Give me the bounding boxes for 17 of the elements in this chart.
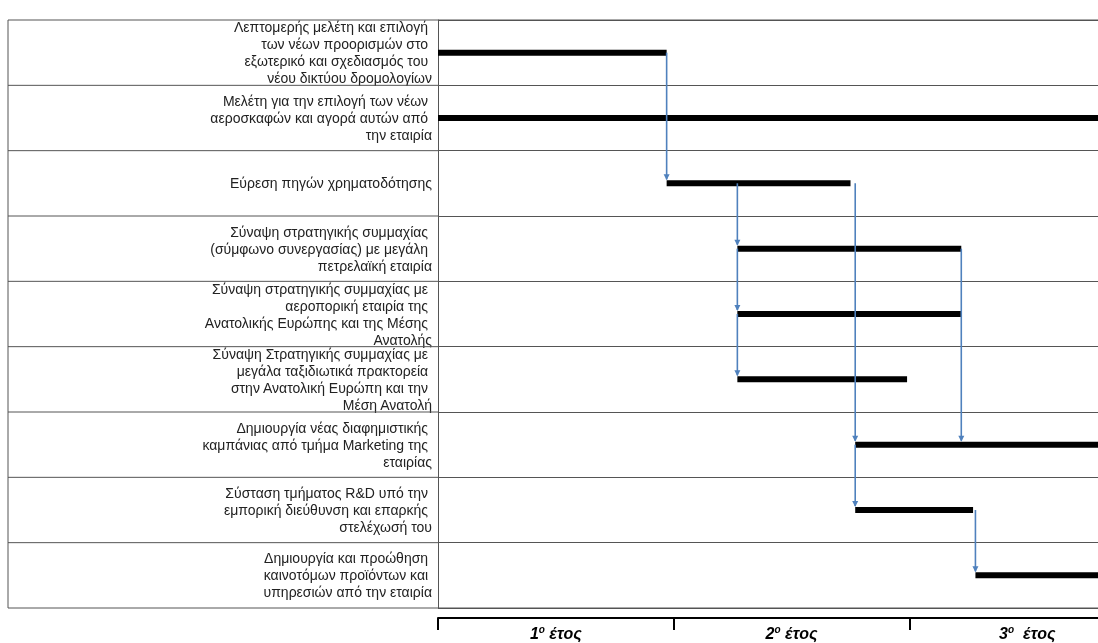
bar [855,507,974,513]
bar [666,180,851,187]
y-tick-label: Δημιουργία και προώθηση καινοτόμων προϊόντων και υπηρεσιών από την εταιρία [263,550,432,601]
bar [975,572,1098,579]
bar [737,311,962,317]
y-tick-label: Δημιουργία νέας διαφημιστικής καμπάνιας από τμήμα Marketing της εταιρίας [202,419,433,470]
bar [737,245,962,252]
y-tick-label: Σύσταση τμήματος R&D υπό την εμπορική διεύθυνση και επαρκής στελέχωσή του [224,485,432,535]
bar [737,376,908,383]
y-tick-label: Σύναψη στρατηγικής συμμαχίας (σύμφωνο συνεργασίας) με μεγάλη πετρελαϊκή εταιρία [210,223,432,274]
y-tick-label: Λεπτομερής μελέτη και επιλογή των νέων προορισμών στο εξωτερικό και σχεδιασμός του νέου δικτύου δρομολογίων [233,19,432,87]
bar [855,441,1098,448]
y-tick-label: Μελέτη για την επιλογή των νέων αεροσκαφών και αγορά αυτών από την εταιρία [210,93,432,143]
bar [438,115,1098,121]
y-tick-label: Εύρεση πηγών χρηματοδότησης [229,175,433,192]
y-tick-label: Σύναψη στρατηγικής συμμαχίας με αεροπορική εταιρία της Ανατολικής Ευρώπης και της Μέσης Ανατολής [204,280,433,348]
bar [438,49,667,56]
